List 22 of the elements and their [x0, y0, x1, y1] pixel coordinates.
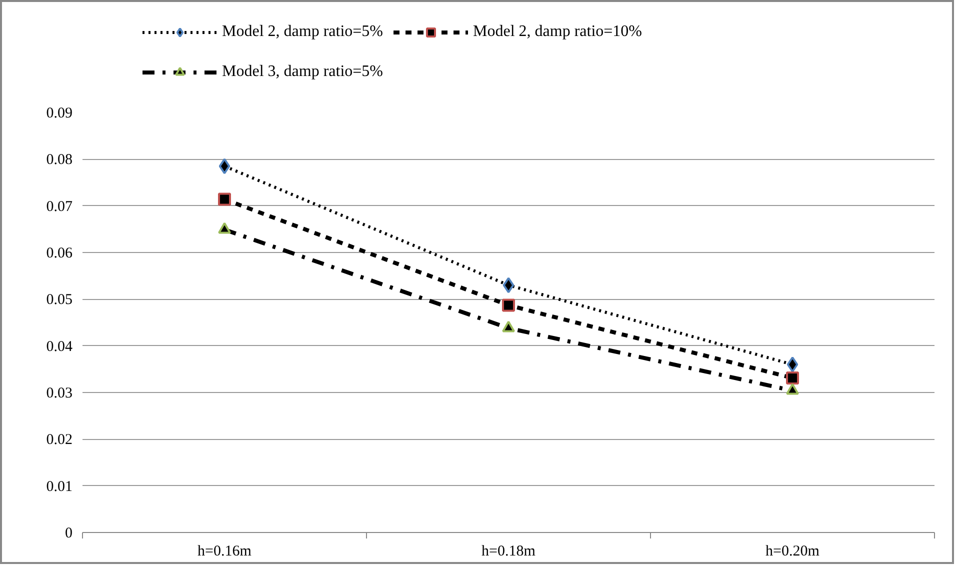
- y-tick-label: 0.05: [46, 292, 72, 308]
- legend-label: Model 3, damp ratio=5%: [222, 63, 383, 81]
- y-tick-label: 0.03: [46, 386, 72, 402]
- point: [786, 356, 798, 372]
- legend-label: Model 2, damp ratio=10%: [473, 23, 642, 41]
- x-tick-label: h=0.16m: [198, 544, 252, 560]
- y-tick-label: 0.07: [46, 198, 73, 215]
- legend-label: Model 2, damp ratio=5%: [222, 23, 383, 41]
- point: [218, 192, 231, 206]
- y-tick-label: 0.08: [46, 152, 72, 168]
- point: [218, 158, 230, 174]
- x-tick-label: h=0.20m: [766, 544, 820, 560]
- y-tick-label: 0.09: [46, 106, 72, 122]
- y-tick-label: 0.04: [46, 338, 73, 355]
- y-tick-label: 0.06: [46, 246, 73, 262]
- point: [502, 298, 515, 312]
- y-tick-label: 0.02: [46, 432, 72, 448]
- y-tick-label: 0.01: [46, 478, 72, 495]
- y-tick-label: 0: [65, 526, 72, 542]
- point: [502, 277, 514, 294]
- point: [786, 372, 799, 385]
- x-tick-label: h=0.18m: [482, 544, 536, 560]
